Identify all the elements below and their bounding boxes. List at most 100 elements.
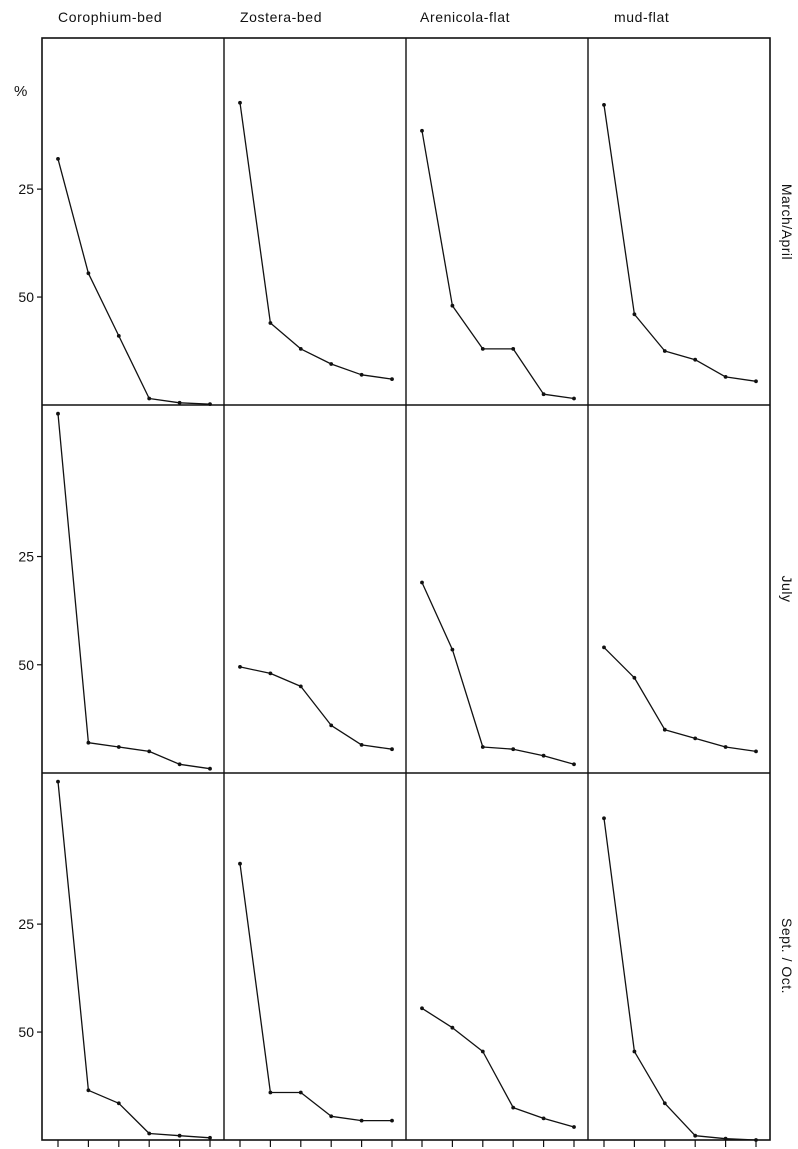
series-july-mud-flat-point (693, 736, 698, 741)
series-sept-oct-arenicola-flat-point (572, 1125, 576, 1129)
series-march-april-corophium-bed-point (86, 271, 91, 276)
series-march-april-mud-flat-point (754, 379, 758, 384)
y-tick-label: 25 (18, 916, 34, 932)
y-tick-label: 25 (18, 549, 34, 565)
row-label-july: July (779, 576, 795, 603)
series-july-mud-flat-point (632, 675, 637, 680)
plot-area: 50 25 50 25 50 25 (18, 37, 771, 1147)
series-march-april-mud-flat-point (602, 103, 606, 107)
series-march-april-zostera-bed-point (268, 321, 273, 325)
series-sept-oct-mud-flat-point (632, 1049, 637, 1054)
series-july-arenicola-flat-point (450, 647, 455, 652)
series-july-zostera-bed-point (298, 684, 303, 689)
series-sept-oct-mud-flat-point (754, 1138, 758, 1142)
series-sept-oct-zostera-bed-line (239, 863, 392, 1122)
series-march-april-zostera-bed-point (390, 377, 394, 381)
series-sept-oct-arenicola-flat-point (420, 1006, 424, 1011)
series-july-corophium-bed-point (116, 745, 121, 749)
series-march-april-arenicola-flat-point (572, 396, 576, 401)
series-july-arenicola-flat-line (421, 582, 575, 765)
series-march-april-zostera-bed-line (239, 102, 393, 380)
series-march-april-arenicola-flat-point (480, 347, 485, 351)
y-axis-unit-label: % (14, 83, 27, 100)
series-sept-oct-zostera-bed-point (268, 1090, 273, 1095)
series-march-april-zostera-bed-point (359, 372, 364, 377)
series-sept-oct-arenicola-flat-line (421, 1007, 575, 1128)
series-march-april-mud-flat-point (662, 349, 667, 353)
series-july-mud-flat-point (754, 749, 758, 754)
series-sept-oct-arenicola-flat-point (541, 1116, 546, 1121)
row-label-march-april: March/April (779, 184, 795, 260)
series-sept-oct-zostera-bed-point (329, 1114, 334, 1119)
series-sept-oct-mud-flat-point (693, 1133, 698, 1138)
series-july-mud-flat-line (603, 646, 757, 753)
series-sept-oct-arenicola-flat-point (480, 1049, 485, 1054)
series-july-zostera-bed-point (359, 743, 364, 747)
series-july-mud-flat-point (723, 745, 728, 749)
column-label-arenicola-flat: Arenicola-flat (420, 9, 510, 25)
series-sept-oct-zostera-bed-point (359, 1118, 364, 1123)
series-march-april-zostera-bed-point (329, 362, 334, 366)
series-march-april-corophium-bed-point (177, 400, 182, 405)
series-july-zostera-bed-line (239, 666, 393, 750)
series-july-arenicola-flat-point (572, 762, 576, 767)
series-march-april-mud-flat-point (693, 357, 698, 362)
series-sept-oct-corophium-bed-point (56, 779, 60, 784)
series-sept-oct-corophium-bed-point (208, 1135, 212, 1140)
series-sept-oct-mud-flat-line (603, 818, 757, 1141)
series-march-april-mud-flat-point (632, 312, 637, 317)
column-label-mud-flat: mud-flat (614, 9, 669, 25)
series-sept-oct-mud-flat-point (662, 1101, 667, 1106)
series-july-mud-flat-point (662, 727, 667, 732)
column-label-corophium-bed: Corophium-bed (58, 9, 162, 25)
series-sept-oct-arenicola-flat-point (450, 1025, 455, 1030)
series-july-corophium-bed-point (147, 749, 152, 754)
series-march-april-arenicola-flat-point (541, 392, 546, 397)
y-tick-label: 50 (18, 289, 34, 305)
series-march-april-mud-flat-point (723, 375, 728, 379)
series-sept-oct-zostera-bed-point (238, 861, 242, 866)
series-march-april-corophium-bed-point (147, 396, 152, 401)
series-july-zostera-bed-point (268, 671, 273, 676)
series-july-arenicola-flat-point (480, 745, 485, 749)
series-march-april-arenicola-flat-point (420, 128, 424, 133)
series-july-arenicola-flat-point (541, 753, 546, 758)
series-sept-oct-corophium-bed-point (177, 1133, 182, 1138)
series-july-arenicola-flat-point (420, 580, 424, 585)
series-july-corophium-bed-point (86, 740, 91, 745)
series-july-corophium-bed-point (208, 766, 212, 771)
series-july-mud-flat-point (602, 645, 606, 650)
y-tick-label: 50 (18, 657, 34, 673)
y-tick-label: 50 (18, 1024, 34, 1040)
series-march-april-mud-flat-line (603, 104, 757, 382)
series-sept-oct-mud-flat-point (723, 1136, 728, 1141)
series-sept-oct-arenicola-flat-point (511, 1105, 516, 1110)
series-sept-oct-corophium-bed-point (147, 1131, 152, 1136)
series-march-april-corophium-bed-point (116, 334, 121, 338)
y-tick-label: 25 (18, 181, 34, 197)
series-march-april-arenicola-flat-line (421, 130, 575, 400)
series-march-april-arenicola-flat-point (450, 303, 455, 308)
series-july-corophium-bed-line (57, 413, 211, 770)
series-march-april-arenicola-flat-point (511, 347, 516, 351)
series-july-arenicola-flat-point (511, 747, 516, 752)
series-sept-oct-corophium-bed-point (86, 1088, 91, 1093)
series-sept-oct-zostera-bed-point (298, 1090, 303, 1095)
series-march-april-corophium-bed-point (208, 402, 212, 406)
series-march-april-corophium-bed-line (57, 158, 211, 405)
series-july-corophium-bed-point (177, 762, 182, 767)
series-march-april-zostera-bed-point (298, 347, 303, 351)
series-july-corophium-bed-point (56, 411, 60, 416)
series-march-april-corophium-bed-point (56, 157, 60, 161)
series-july-zostera-bed-point (329, 723, 334, 728)
series-march-april-zostera-bed-point (238, 100, 242, 105)
column-label-zostera-bed: Zostera-bed (240, 9, 322, 25)
series-sept-oct-corophium-bed-line (57, 781, 211, 1139)
series-july-zostera-bed-point (390, 747, 394, 752)
row-label-sept-oct: Sept. / Oct. (779, 918, 795, 994)
series-sept-oct-zostera-bed-point (390, 1118, 394, 1123)
chart-labels: Corophium-bed Zostera-bed Arenicola-flat… (14, 9, 795, 994)
series-sept-oct-mud-flat-point (602, 816, 606, 821)
series-july-zostera-bed-point (238, 665, 242, 669)
